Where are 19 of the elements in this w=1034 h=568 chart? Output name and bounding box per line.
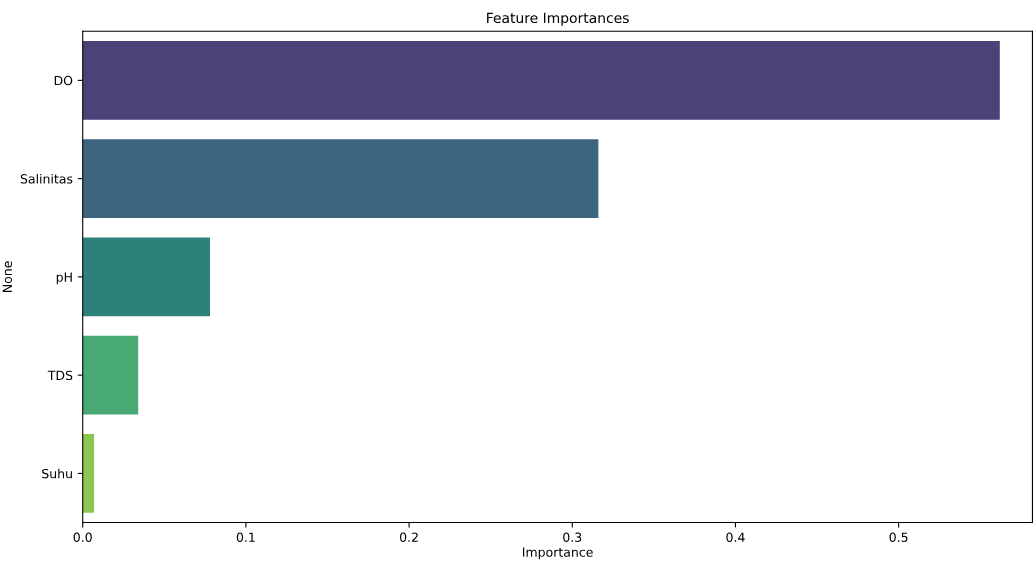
- bar: [82, 237, 210, 317]
- y-tick-label: Suhu: [42, 468, 72, 479]
- bar: [82, 41, 1000, 120]
- x-tick-label: 0.5: [889, 532, 908, 542]
- y-tick-label: Salinitas: [20, 173, 73, 184]
- y-tick-label: pH: [56, 272, 72, 285]
- bar: [82, 335, 139, 415]
- x-tick-label: 0.1: [236, 532, 255, 542]
- y-axis-title: None: [2, 261, 13, 292]
- x-axis-title: Importance: [522, 547, 593, 560]
- y-tick-label: DO: [54, 75, 73, 86]
- x-tick-label: 0.4: [726, 532, 745, 542]
- chart-title: Feature Importances: [487, 12, 629, 26]
- x-tick-label: 0.3: [563, 532, 582, 542]
- x-tick-label: 0.0: [73, 532, 92, 542]
- y-tick-label: TDS: [47, 370, 73, 381]
- bar: [82, 434, 95, 513]
- x-tick-label: 0.2: [399, 532, 418, 542]
- bar: [82, 139, 599, 218]
